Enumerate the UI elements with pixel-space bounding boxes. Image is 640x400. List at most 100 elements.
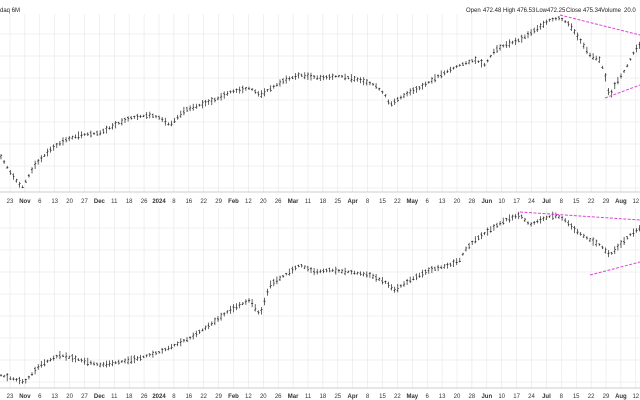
price-bar [275,276,278,285]
price-bar [34,366,37,375]
price-bar [297,72,300,79]
price-bar [108,126,111,130]
x-tick-label: 20 [66,394,73,400]
price-bar [530,222,533,227]
price-bar [554,17,557,21]
price-bar [210,96,213,106]
price-bar [86,132,89,137]
x-tick-label: 22 [588,394,595,400]
price-bar [567,220,570,227]
x-tick-label: 11 [111,394,118,400]
price-bar [77,358,80,362]
price-bar [189,105,192,112]
x-tick-label: 18 [126,394,133,400]
symbol-text: daq 6M [0,8,20,14]
price-bar [306,72,309,80]
price-bar [96,130,99,136]
price-bar [164,117,167,126]
price-bar [536,219,539,224]
price-bar [350,269,353,275]
price-bar [24,179,27,183]
price-bar [427,81,430,84]
price-bar [182,106,185,116]
price-bar [468,59,471,65]
low-label: Low [536,8,548,14]
close-value: 475.34 [583,8,602,14]
price-bar [74,134,77,139]
price-bar [244,299,247,305]
price-bar [117,359,120,365]
price-bar [142,114,145,118]
x-tick-label: 20 [454,394,461,400]
price-bar [58,351,61,360]
price-bar [226,90,229,96]
price-bar [65,352,68,361]
price-bar [235,88,238,93]
price-bar [158,115,161,120]
price-bar [378,87,381,91]
price-bar [526,221,530,225]
price-bar [12,377,15,381]
trendline[interactable] [559,14,640,36]
price-bar [508,214,511,223]
price-bar [52,355,55,361]
x-tick-label: 29 [603,199,610,205]
price-bar [189,336,192,340]
price-bar [415,85,418,93]
price-bar [40,360,43,368]
price-bar [592,237,595,246]
price-bar [337,269,340,273]
x-tick-label: 6 [38,394,42,400]
price-bar [24,378,27,384]
price-bar [402,93,406,99]
price-bar [130,355,133,364]
x-tick-label: 24 [528,394,535,400]
price-bar [158,350,161,354]
price-bar [272,278,275,287]
price-bar [564,20,567,24]
price-bar [27,174,30,178]
x-tick-label: 20 [454,199,461,205]
trendline[interactable] [589,261,640,276]
price-bar [452,66,455,70]
x-tick-label: Aug [615,199,627,205]
trendline[interactable] [604,84,640,99]
trendline[interactable] [519,211,640,221]
price-bar [517,211,520,220]
price-bar [0,374,3,377]
price-bar [443,70,446,76]
x-tick-label: 8 [366,199,370,205]
price-bar [71,354,74,363]
price-bar [347,75,350,80]
price-bar [195,330,198,338]
price-bar [545,19,548,25]
price-bar [108,360,111,367]
price-bar [539,23,542,30]
x-tick-label: 26 [141,199,148,205]
price-bar [424,81,427,87]
x-tick-label: 16 [185,199,192,205]
price-bar [179,338,182,347]
price-bar [43,154,46,158]
price-bar [247,298,251,303]
price-bar [30,372,34,376]
price-bar [365,271,368,278]
price-bar [80,358,83,363]
price-bar [328,74,331,80]
price-bar [46,359,49,363]
price-bar [592,53,595,61]
open-label: Open [466,8,481,14]
price-bar [55,354,58,359]
price-bar [468,242,471,250]
x-tick-label: 18 [320,199,327,205]
x-tick-label: 13 [51,394,58,400]
price-bar [167,122,170,126]
x-tick-label: May [406,199,418,205]
price-bar [570,23,573,31]
x-tick-label: 11 [111,199,118,205]
x-tick-label: 15 [573,394,580,400]
price-bar [393,98,396,105]
price-bar [585,46,588,54]
x-tick-label: 28 [469,394,476,400]
price-bar [483,62,486,67]
